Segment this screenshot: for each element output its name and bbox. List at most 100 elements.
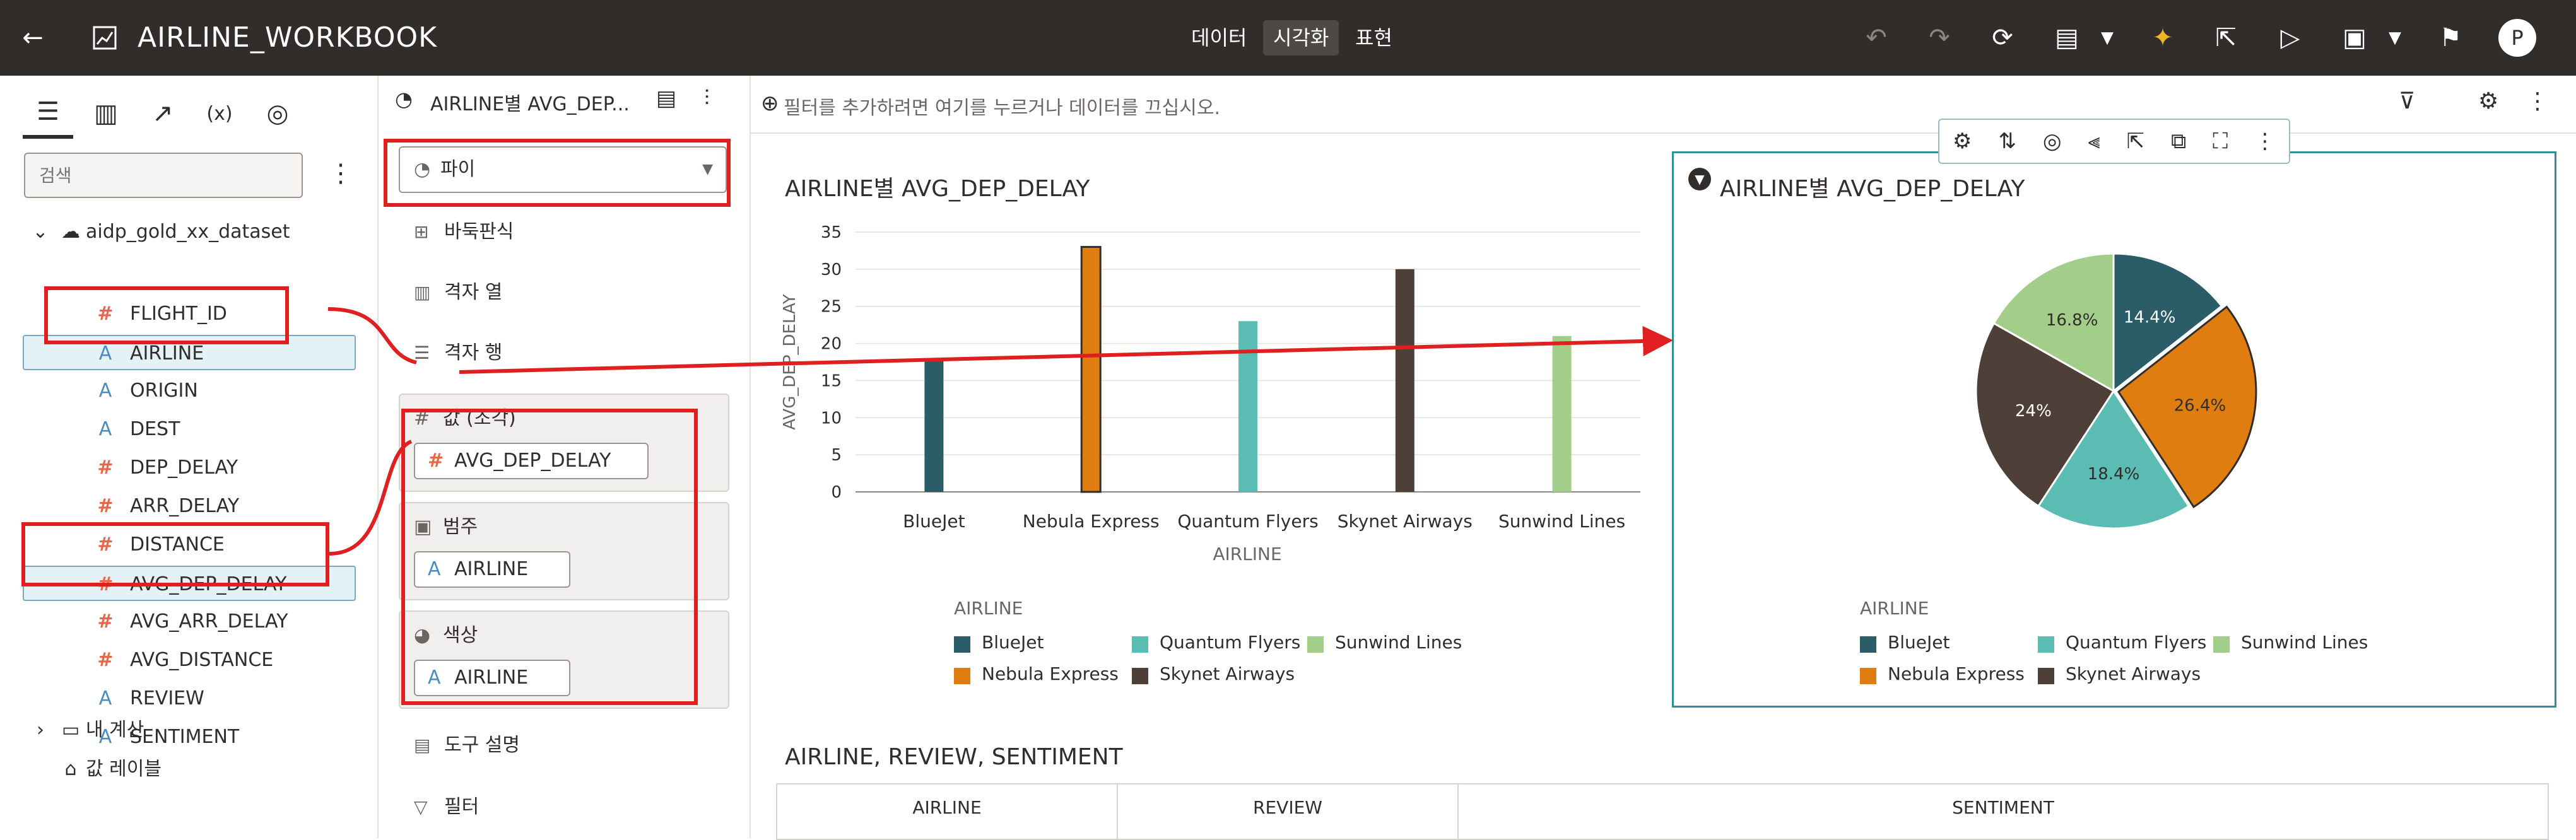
- chevron-right-icon[interactable]: ›: [37, 719, 44, 741]
- legend-label: Quantum Flyers: [2066, 632, 2207, 653]
- bar-legend-item[interactable]: BlueJet: [954, 632, 1044, 653]
- pie-legend-item[interactable]: BlueJet: [1860, 632, 1950, 653]
- more-options-icon[interactable]: ⋮: [2254, 129, 2276, 154]
- tab-visualize[interactable]: 시각화: [1263, 20, 1339, 55]
- settings-sliders-icon[interactable]: ⫶: [704, 86, 710, 111]
- attribute-icon: A: [428, 667, 441, 689]
- pie-legend-item[interactable]: Quantum Flyers: [2038, 632, 2206, 653]
- pie-legend-item[interactable]: Sunwind Lines: [2213, 632, 2368, 653]
- data-action-icon[interactable]: ⚙: [1952, 129, 1972, 154]
- filter-clear-icon[interactable]: ⊽: [2399, 88, 2416, 114]
- focus-icon[interactable]: ◎: [2042, 129, 2062, 154]
- grid-column-label: 격자 열: [444, 281, 503, 303]
- filter-bar[interactable]: [751, 79, 2576, 134]
- value-labels-node[interactable]: ⌂ 값 레이블: [56, 752, 161, 787]
- tab-present[interactable]: 표현: [1355, 26, 1392, 50]
- legend-swatch: [954, 668, 970, 684]
- chart-type-select[interactable]: ◔ 파이 ▼: [399, 146, 727, 193]
- chevron-down-icon[interactable]: ⌄: [32, 221, 49, 243]
- legend-label: Sunwind Lines: [1335, 632, 1462, 653]
- grid-row-item[interactable]: ☰ 격자 행: [414, 334, 502, 372]
- pie-legend-item[interactable]: Nebula Express: [1860, 663, 2025, 684]
- bar-legend-item[interactable]: Nebula Express: [954, 663, 1119, 684]
- search-input[interactable]: [24, 153, 303, 198]
- visualizations-tab-icon[interactable]: ▥: [94, 99, 118, 128]
- bar-x-axis-label: AIRLINE: [1213, 544, 1281, 564]
- chart-type-icon[interactable]: ⫷: [2088, 129, 2100, 154]
- table-header-sentiment[interactable]: SENTIMENT: [1952, 797, 2054, 818]
- comment-dropdown-icon[interactable]: ▼: [2101, 28, 2114, 47]
- filter-item[interactable]: ▽ 필터: [414, 788, 479, 826]
- cloud-dataset-icon: ☁: [61, 221, 80, 243]
- bar-bluejet[interactable]: [924, 358, 944, 492]
- bar-skynet-airways[interactable]: [1395, 269, 1414, 492]
- grid-row-label: 격자 행: [444, 342, 503, 364]
- bar-legend-item[interactable]: Sunwind Lines: [1307, 632, 1462, 653]
- field-label: AIRLINE: [130, 342, 204, 365]
- back-arrow-icon[interactable]: ←: [22, 23, 44, 52]
- undo-icon[interactable]: ↶: [1866, 23, 1887, 52]
- analytics-tab-icon[interactable]: ↗: [152, 99, 173, 128]
- save-icon[interactable]: ▣: [2343, 23, 2367, 52]
- table-header-review[interactable]: REVIEW: [1118, 785, 1459, 839]
- user-avatar[interactable]: P: [2498, 19, 2536, 57]
- table-header-airline[interactable]: AIRLINE: [777, 785, 1118, 839]
- avg-dep-delay-pill[interactable]: # AVG_DEP_DELAY: [414, 443, 649, 479]
- play-icon[interactable]: ▷: [2280, 23, 2300, 52]
- top-bar: ← AIRLINE_WORKBOOK 데이터 시각화 표현 ↶ ↷ ⟳ ▤ ▼ …: [0, 0, 2576, 76]
- maximize-icon[interactable]: ⛶: [2213, 129, 2228, 154]
- bar-sunwind-lines[interactable]: [1552, 335, 1572, 492]
- measure-hash-icon: #: [97, 649, 114, 671]
- tooltip-item[interactable]: ▤ 도구 설명: [414, 726, 520, 764]
- sort-icon[interactable]: ⇅: [1998, 129, 2016, 154]
- pie-data-label: 26.4%: [2174, 397, 2226, 416]
- field-label: DISTANCE: [130, 534, 225, 556]
- pie-slice-nebula-express[interactable]: [2117, 305, 2257, 508]
- legend-swatch: [2213, 636, 2230, 653]
- pie-data-label: 16.8%: [2046, 311, 2098, 330]
- pie-slice-quantum-flyers[interactable]: [2037, 389, 2191, 530]
- airline-category-pill[interactable]: A AIRLINE: [414, 551, 570, 588]
- data-action-icon[interactable]: ⚙: [2478, 88, 2499, 114]
- bar-legend-item[interactable]: Quantum Flyers: [1132, 632, 1300, 653]
- bar-legend-item[interactable]: Skynet Airways: [1132, 663, 1295, 684]
- dataset-node[interactable]: ⌄ ☁ aidp_gold_xx_dataset: [25, 214, 290, 250]
- tooltip-label: 도구 설명: [444, 734, 520, 756]
- export-icon[interactable]: ⇱: [2126, 129, 2145, 154]
- legend-label: Nebula Express: [982, 663, 1119, 684]
- data-refresh-icon[interactable]: ⟳: [1992, 23, 2013, 52]
- comment-icon[interactable]: ▤: [2055, 23, 2079, 52]
- measure-hash-icon: #: [97, 303, 114, 325]
- bar-chart[interactable]: 0 5 10 15 20 25 30 35 BlueJet Nebula Express Quan…: [776, 208, 1659, 574]
- pie-slice-bluejet[interactable]: [2112, 252, 2223, 394]
- properties-icon[interactable]: ▤: [656, 86, 677, 111]
- category-well[interactable]: ▣ 범주 A AIRLINE: [399, 502, 729, 600]
- tab-data[interactable]: 데이터: [1191, 26, 1247, 50]
- hash-icon: #: [428, 450, 444, 472]
- rows-icon: ☰: [414, 342, 430, 363]
- trellis-item[interactable]: ⊞ 바둑판식: [414, 213, 514, 251]
- color-well[interactable]: ◕ 색상 A AIRLINE: [399, 610, 729, 709]
- grid-column-item[interactable]: ▥ 격자 열: [414, 274, 502, 312]
- auto-insights-icon[interactable]: ✦: [2152, 23, 2173, 52]
- add-filter-icon[interactable]: ⊕: [761, 91, 779, 116]
- save-dropdown-icon[interactable]: ▼: [2389, 28, 2401, 47]
- bookmark-icon[interactable]: ⚑: [2439, 23, 2462, 52]
- bar-nebula-express[interactable]: [1080, 246, 1102, 493]
- redo-icon[interactable]: ↷: [1929, 23, 1950, 52]
- duplicate-icon[interactable]: ⧉: [2171, 129, 2187, 154]
- airline-color-pill[interactable]: A AIRLINE: [414, 660, 570, 696]
- pie-slice-sunwind-lines[interactable]: [1992, 252, 2115, 393]
- legend-swatch: [1860, 636, 1876, 653]
- pie-chart[interactable]: 14.4% 26.4% 18.4% 24% 16.8%: [1937, 246, 2303, 536]
- data-tab-icon[interactable]: ☰: [23, 88, 73, 139]
- insights-tab-icon[interactable]: ◎: [266, 99, 289, 128]
- pie-legend-item[interactable]: Skynet Airways: [2038, 663, 2201, 684]
- export-icon[interactable]: ⇱: [2215, 23, 2237, 52]
- more-options-icon[interactable]: ⋮: [328, 159, 353, 188]
- my-calculations-node[interactable]: › ▭ 내 계산: [25, 713, 144, 748]
- more-options-icon[interactable]: ⋮: [2526, 88, 2549, 114]
- data-table[interactable]: AIRLINE REVIEW SENTIMENT: [776, 783, 2549, 840]
- variables-tab-icon[interactable]: (x): [206, 102, 233, 125]
- pie-slice-skynet-airways[interactable]: [1975, 322, 2115, 508]
